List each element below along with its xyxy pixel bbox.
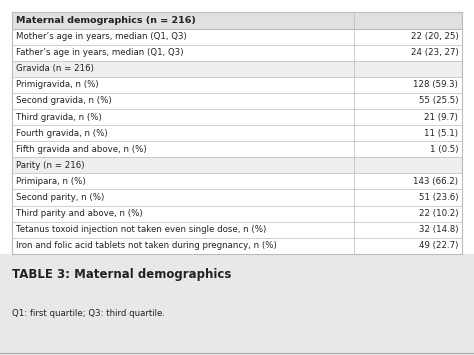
Text: Third parity and above, n (%): Third parity and above, n (%) xyxy=(16,209,142,218)
Text: Maternal demographics (n = 216): Maternal demographics (n = 216) xyxy=(16,16,195,25)
Bar xyxy=(12,157,462,173)
Text: 32 (14.8): 32 (14.8) xyxy=(419,225,458,234)
Text: Iron and folic acid tablets not taken during pregnancy, n (%): Iron and folic acid tablets not taken du… xyxy=(16,241,276,250)
Bar xyxy=(12,109,462,125)
Text: Fourth gravida, n (%): Fourth gravida, n (%) xyxy=(16,129,107,138)
Bar xyxy=(12,12,462,28)
Bar xyxy=(12,61,462,77)
Bar xyxy=(12,45,462,61)
Text: Primipara, n (%): Primipara, n (%) xyxy=(16,177,85,186)
Text: 128 (59.3): 128 (59.3) xyxy=(413,80,458,89)
Text: TABLE 3: Maternal demographics: TABLE 3: Maternal demographics xyxy=(12,268,231,281)
Bar xyxy=(12,222,462,238)
Text: Third gravida, n (%): Third gravida, n (%) xyxy=(16,113,101,121)
Text: 24 (23, 27): 24 (23, 27) xyxy=(410,48,458,57)
Text: 51 (23.6): 51 (23.6) xyxy=(419,193,458,202)
Text: Second parity, n (%): Second parity, n (%) xyxy=(16,193,104,202)
Bar xyxy=(12,173,462,190)
Bar xyxy=(12,28,462,45)
Text: Gravida (n = 216): Gravida (n = 216) xyxy=(16,64,93,73)
Bar xyxy=(12,141,462,157)
Text: Tetanus toxoid injection not taken even single dose, n (%): Tetanus toxoid injection not taken even … xyxy=(16,225,266,234)
Bar xyxy=(12,238,462,254)
Text: Father’s age in years, median (Q1, Q3): Father’s age in years, median (Q1, Q3) xyxy=(16,48,183,57)
Text: 55 (25.5): 55 (25.5) xyxy=(419,97,458,105)
Text: 143 (66.2): 143 (66.2) xyxy=(413,177,458,186)
Bar xyxy=(0,254,474,355)
Text: Second gravida, n (%): Second gravida, n (%) xyxy=(16,97,111,105)
Text: 49 (22.7): 49 (22.7) xyxy=(419,241,458,250)
Bar xyxy=(12,125,462,141)
Text: 21 (9.7): 21 (9.7) xyxy=(425,113,458,121)
Text: 1 (0.5): 1 (0.5) xyxy=(430,145,458,154)
Text: Fifth gravida and above, n (%): Fifth gravida and above, n (%) xyxy=(16,145,146,154)
Text: 11 (5.1): 11 (5.1) xyxy=(424,129,458,138)
Text: 22 (10.2): 22 (10.2) xyxy=(419,209,458,218)
Bar xyxy=(12,190,462,206)
Text: 22 (20, 25): 22 (20, 25) xyxy=(410,32,458,41)
Bar xyxy=(12,77,462,93)
Text: Parity (n = 216): Parity (n = 216) xyxy=(16,161,84,170)
Text: Q1: first quartile; Q3: third quartile.: Q1: first quartile; Q3: third quartile. xyxy=(12,309,165,318)
Bar xyxy=(12,12,462,254)
Text: Mother’s age in years, median (Q1, Q3): Mother’s age in years, median (Q1, Q3) xyxy=(16,32,186,41)
Bar xyxy=(12,206,462,222)
Bar xyxy=(12,93,462,109)
Text: Primigravida, n (%): Primigravida, n (%) xyxy=(16,80,98,89)
